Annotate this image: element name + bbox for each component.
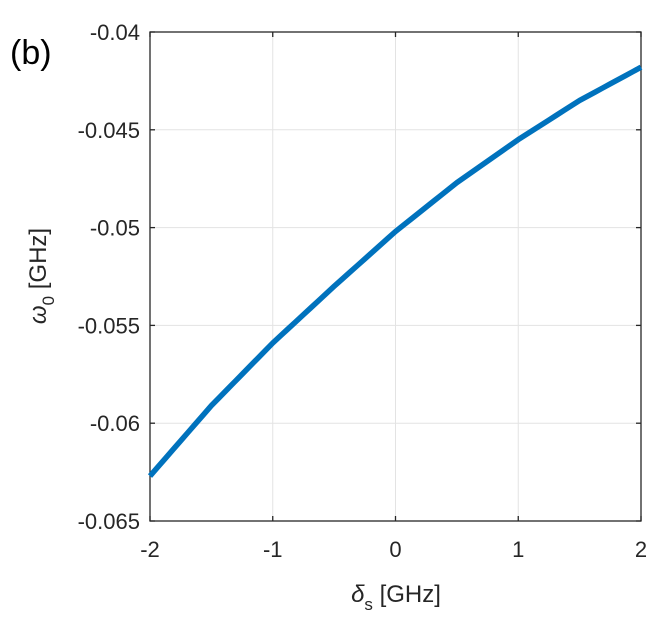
y-axis-label: ω0 [GHz] — [25, 228, 58, 324]
axis-ticks — [149, 31, 642, 522]
y-tick-labels: -0.065 -0.06 -0.055 -0.05 -0.045 -0.04 — [78, 20, 140, 534]
y-tick-label: -0.045 — [78, 118, 140, 143]
x-tick-label: -2 — [140, 537, 160, 562]
series-layer — [147, 64, 643, 478]
series-line — [147, 64, 643, 478]
x-axis-subscript: s — [364, 595, 373, 614]
y-axis-unit: [GHz] — [25, 228, 52, 296]
y-axis-subscript: 0 — [39, 296, 58, 305]
x-tick-label: -1 — [263, 537, 283, 562]
y-tick-label: -0.04 — [90, 20, 140, 45]
x-axis-symbol: δ — [351, 581, 365, 608]
x-axis-label: δs [GHz] — [351, 581, 441, 614]
x-tick-label: 2 — [635, 537, 647, 562]
y-tick-label: -0.065 — [78, 509, 140, 534]
x-tick-label: 0 — [389, 537, 401, 562]
y-tick-label: -0.06 — [90, 411, 140, 436]
y-tick-label: -0.055 — [78, 313, 140, 338]
x-axis-unit: [GHz] — [373, 581, 441, 608]
panel-label: (b) — [10, 34, 52, 72]
y-tick-label: -0.05 — [90, 216, 140, 241]
x-tick-label: 1 — [512, 537, 524, 562]
x-tick-labels: -2 -1 0 1 2 — [140, 537, 647, 562]
y-axis-symbol: ω — [25, 305, 52, 324]
